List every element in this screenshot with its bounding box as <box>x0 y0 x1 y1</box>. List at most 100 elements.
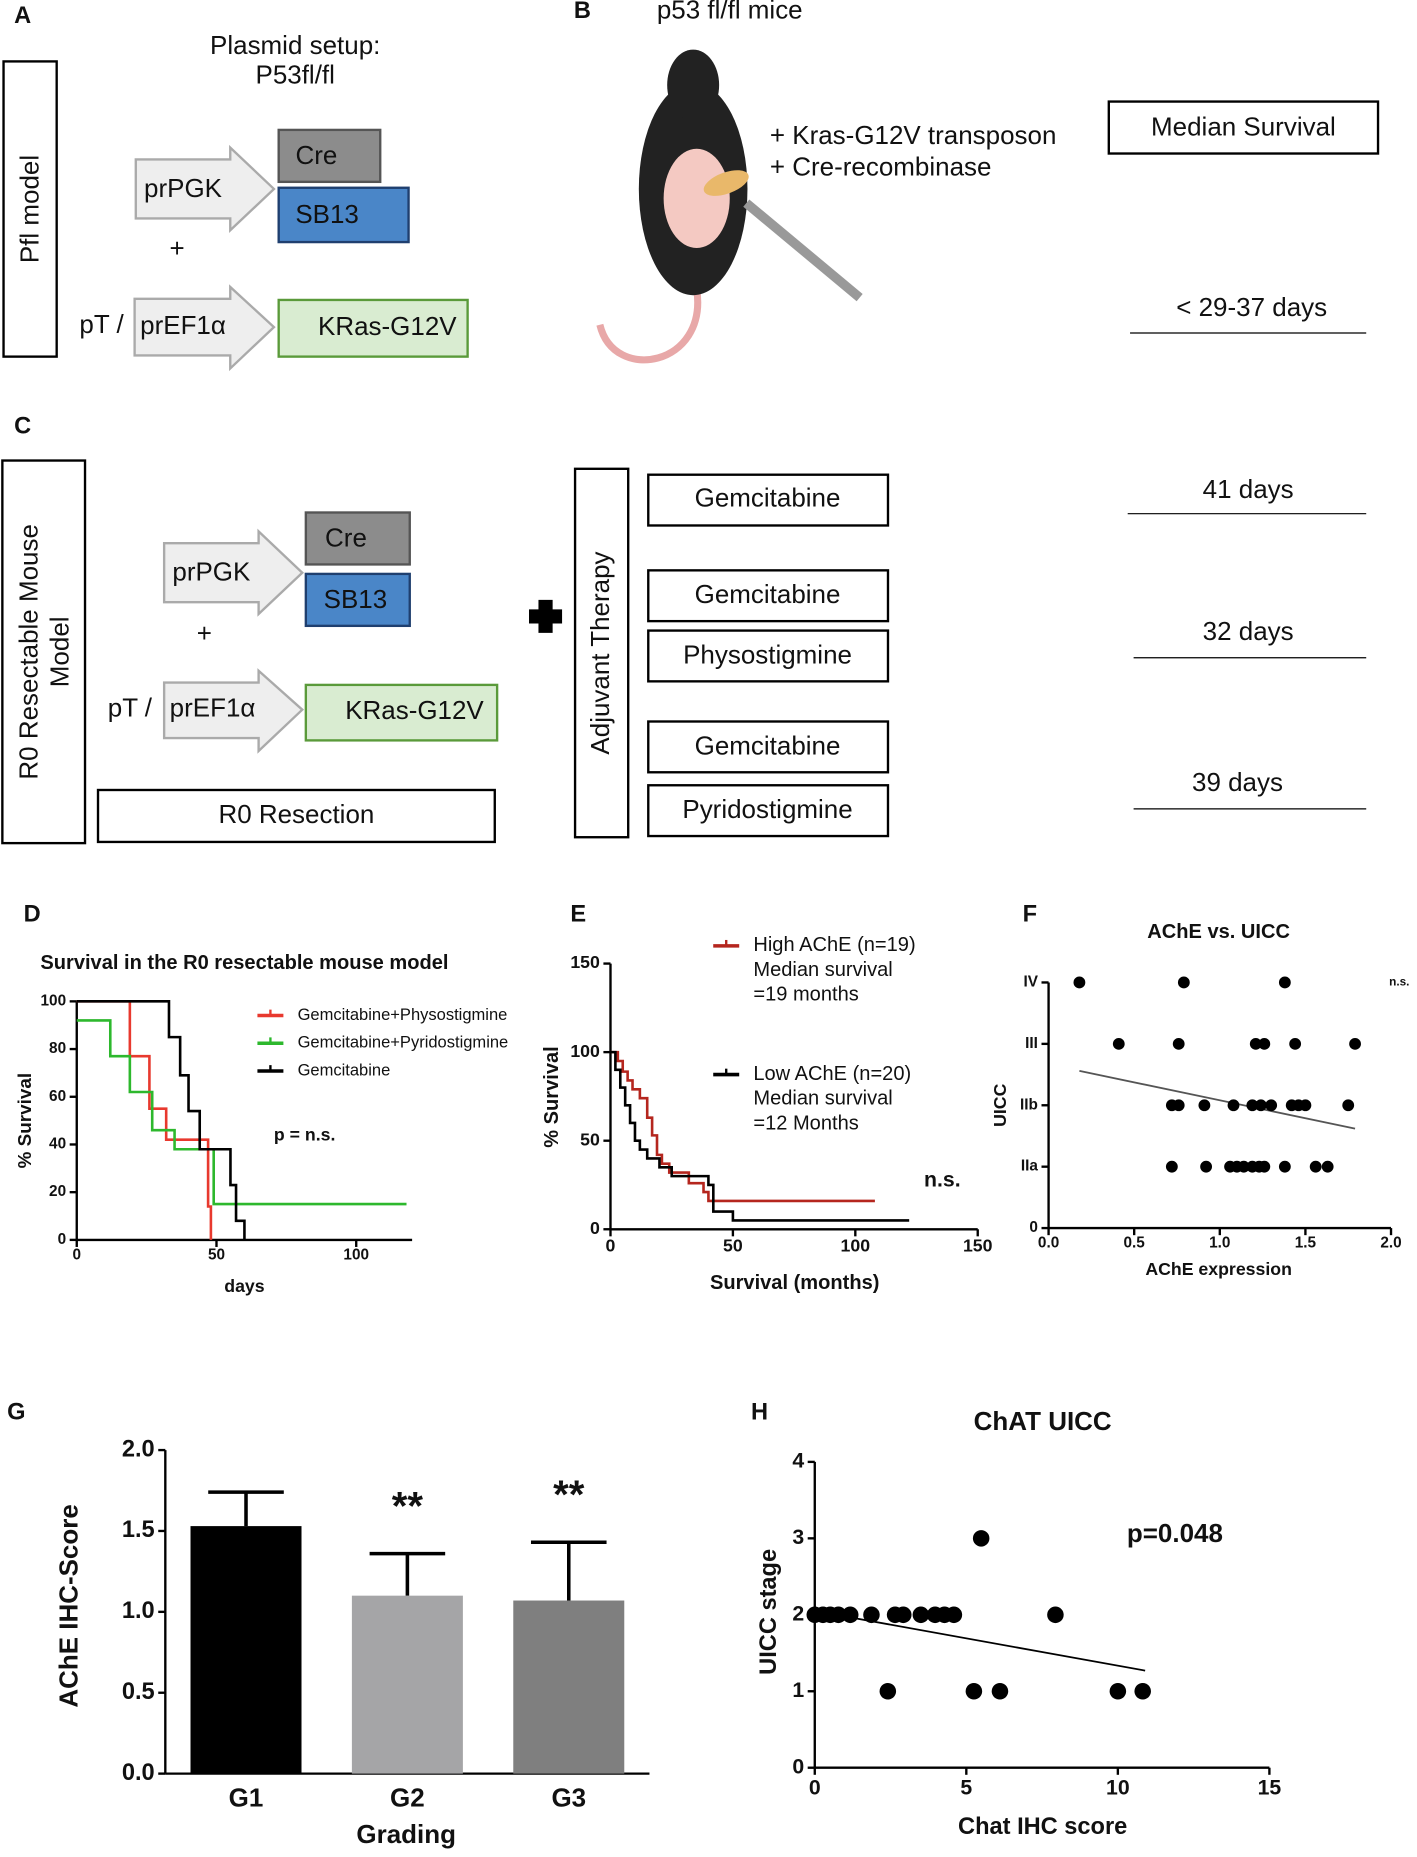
x-tick-label: 0.5 <box>1124 1234 1146 1251</box>
point <box>1258 1160 1271 1173</box>
y-tick-label: 20 <box>49 1183 66 1200</box>
gene: SB13 <box>324 584 388 614</box>
gene-box <box>277 128 382 184</box>
y-tick-label: 100 <box>570 1041 600 1061</box>
x-axis-label: Survival (months) <box>710 1272 879 1294</box>
point <box>1321 1160 1334 1173</box>
mouse-tail <box>596 288 702 364</box>
injection: + Cre-recombinase <box>770 152 992 182</box>
point <box>830 1606 847 1624</box>
model-label: R0 Resectable Mouse <box>14 524 44 780</box>
y-tick-label: 0.5 <box>122 1679 155 1705</box>
y-tick-label: 0.0 <box>122 1760 155 1786</box>
therapy-box <box>573 467 630 839</box>
point <box>1177 976 1190 989</box>
panel-label: E <box>570 901 586 927</box>
y-tick-label: 3 <box>792 1525 804 1549</box>
point <box>1342 1099 1355 1112</box>
panel-label: G <box>7 1400 25 1426</box>
survival-line <box>76 1000 246 1240</box>
annotation: n.s. <box>1389 975 1409 989</box>
drug-box <box>647 473 890 527</box>
legend-label: Gemcitabine+Pyridostigmine <box>298 1033 509 1052</box>
x-tick-label: G2 <box>390 1782 425 1812</box>
annotation: p = n.s. <box>274 1125 336 1145</box>
point <box>1112 1037 1125 1050</box>
x-tick-label: 0 <box>809 1776 821 1800</box>
legend-label: Gemcitabine+Physostigmine <box>298 1005 508 1024</box>
gene-box <box>304 572 411 628</box>
drug: Gemcitabine <box>695 730 841 760</box>
y-tick-label: IV <box>1023 974 1038 991</box>
point <box>1246 1099 1259 1112</box>
survival-line <box>76 1000 213 1240</box>
promoter: prEF1α <box>140 310 226 340</box>
legend-note: =12 Months <box>753 1112 858 1134</box>
drug-box <box>647 629 890 683</box>
model-label: Pfl model <box>15 155 45 263</box>
y-axis-label: UICC stage <box>756 1549 782 1675</box>
gene-box <box>304 683 499 742</box>
injection: + Kras-G12V transposon <box>770 120 1057 150</box>
drug: Gemcitabine <box>695 579 841 609</box>
gene: Cre <box>325 523 367 553</box>
drug: Pyridostigmine <box>682 794 852 824</box>
promoter-arrow <box>162 528 305 617</box>
y-tick-label: 0 <box>58 1231 67 1248</box>
point <box>1073 976 1086 989</box>
chart-title: ChAT UICC <box>974 1406 1112 1436</box>
panel-label: D <box>24 901 41 927</box>
x-tick-label: 10 <box>1106 1776 1130 1800</box>
y-tick-label: 2.0 <box>122 1436 155 1462</box>
therapy-label: Adjuvant Therapy <box>585 551 615 754</box>
point <box>841 1606 859 1624</box>
y-tick-label: IIb <box>1020 1096 1038 1113</box>
x-tick-label: 50 <box>723 1236 743 1256</box>
gene-box <box>277 186 410 244</box>
model-label: Model <box>44 616 74 687</box>
legend-note: Median survival <box>753 1088 892 1110</box>
x-tick-label: 1.0 <box>1209 1234 1230 1251</box>
y-axis-label: UICC <box>990 1083 1010 1126</box>
y-tick-label: 80 <box>49 1040 66 1057</box>
survival-line <box>610 1050 875 1203</box>
x-tick-label: 0.0 <box>1038 1234 1059 1251</box>
y-tick-label: 150 <box>570 952 600 972</box>
gene-box <box>304 511 411 566</box>
error-bar <box>369 1551 446 1596</box>
survival-line <box>76 1019 407 1206</box>
panel-label: B <box>574 0 591 24</box>
chart-title: Survival in the R0 resectable mouse mode… <box>40 952 448 974</box>
point <box>991 1682 1009 1700</box>
title: Plasmid setup: <box>210 30 380 60</box>
y-tick-label: 0 <box>792 1754 804 1778</box>
x-axis-label: Chat IHC score <box>958 1814 1127 1840</box>
point <box>1309 1160 1322 1173</box>
x-tick-label: 2.0 <box>1380 1234 1401 1251</box>
point <box>1258 1037 1271 1050</box>
syringe <box>743 199 863 302</box>
point <box>895 1606 912 1624</box>
drug-box <box>647 569 890 623</box>
point <box>1278 976 1291 989</box>
panel-b: B p53 fl/fl mice + Kras-G12V transposon … <box>574 0 1380 364</box>
y-tick-label: 60 <box>49 1088 66 1105</box>
annotation: p=0.048 <box>1127 1518 1223 1548</box>
y-axis-label: AChE IHC-Score <box>54 1504 84 1707</box>
point <box>879 1682 897 1700</box>
point <box>1165 1160 1178 1173</box>
y-tick-label: 4 <box>792 1448 804 1472</box>
legend-label: High AChE (n=19) <box>753 934 915 956</box>
y-tick-label: 0 <box>590 1218 600 1238</box>
resection: R0 Resection <box>218 799 374 829</box>
panel-label: F <box>1023 901 1037 927</box>
y-tick-label: 40 <box>49 1136 66 1153</box>
chart-title: AChE vs. UICC <box>1147 921 1290 943</box>
bar <box>351 1595 463 1774</box>
point <box>1200 1160 1213 1173</box>
legend-note: =19 months <box>753 984 858 1006</box>
y-tick-label: 1.5 <box>122 1517 155 1543</box>
gene-box <box>277 298 469 358</box>
y-tick-label: IIa <box>1021 1158 1039 1175</box>
